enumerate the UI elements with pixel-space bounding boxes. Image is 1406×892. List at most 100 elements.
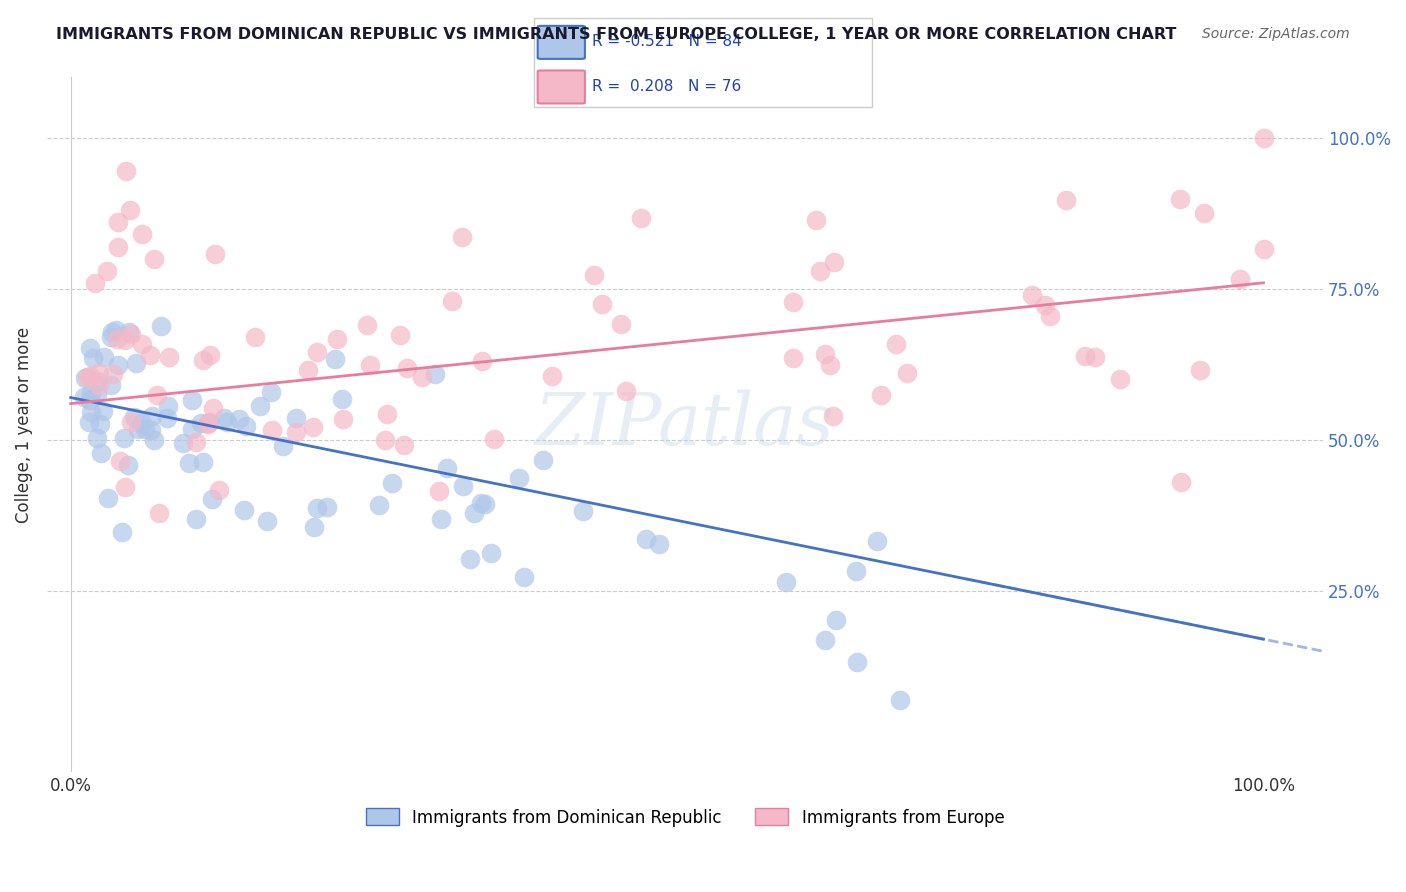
Point: [479, 546, 502, 560]
Point: [818, 358, 841, 372]
Point: [114, 480, 136, 494]
Point: [458, 552, 481, 566]
Point: [1021, 287, 1043, 301]
Point: [471, 354, 494, 368]
Point: [609, 317, 631, 331]
Point: [198, 415, 221, 429]
Point: [395, 361, 418, 376]
Point: [1192, 206, 1215, 220]
Point: [235, 418, 257, 433]
Point: [1073, 349, 1095, 363]
FancyBboxPatch shape: [537, 26, 585, 59]
Point: [191, 455, 214, 469]
Point: [127, 422, 149, 436]
Point: [482, 432, 505, 446]
Point: [297, 363, 319, 377]
Point: [451, 479, 474, 493]
Point: [260, 424, 283, 438]
Point: [808, 263, 831, 277]
Point: [89, 417, 111, 431]
Point: [114, 333, 136, 347]
Text: Source: ZipAtlas.com: Source: ZipAtlas.com: [1202, 27, 1350, 41]
Point: [141, 409, 163, 423]
Point: [533, 453, 555, 467]
Point: [143, 252, 166, 266]
Point: [89, 366, 111, 380]
Text: ZIPatlas: ZIPatlas: [536, 390, 835, 460]
Point: [91, 404, 114, 418]
Point: [121, 327, 143, 342]
Point: [100, 330, 122, 344]
Point: [782, 295, 804, 310]
Point: [249, 399, 271, 413]
Point: [138, 348, 160, 362]
Point: [316, 500, 339, 514]
Point: [80, 405, 103, 419]
Point: [112, 431, 135, 445]
Point: [76, 369, 98, 384]
Point: [821, 409, 844, 424]
Point: [184, 435, 207, 450]
Point: [190, 416, 212, 430]
Point: [143, 434, 166, 448]
Point: [79, 369, 101, 384]
Point: [356, 318, 378, 333]
Point: [75, 371, 97, 385]
Point: [804, 213, 827, 227]
Point: [103, 367, 125, 381]
Point: [451, 229, 474, 244]
Point: [79, 415, 101, 429]
Point: [131, 337, 153, 351]
Point: [79, 342, 101, 356]
Point: [120, 203, 142, 218]
Point: [814, 347, 837, 361]
Point: [184, 512, 207, 526]
Point: [381, 475, 404, 490]
Point: [614, 384, 637, 398]
Point: [436, 461, 458, 475]
Point: [323, 352, 346, 367]
Point: [1170, 475, 1192, 489]
Point: [1054, 193, 1077, 207]
Point: [332, 392, 354, 407]
Point: [427, 483, 450, 498]
Point: [814, 632, 837, 647]
Point: [1229, 272, 1251, 286]
Point: [179, 456, 201, 470]
Point: [463, 506, 485, 520]
Point: [845, 655, 868, 669]
Point: [212, 411, 235, 425]
Point: [86, 387, 108, 401]
Point: [125, 356, 148, 370]
Point: [474, 497, 496, 511]
Point: [326, 332, 349, 346]
Point: [114, 164, 136, 178]
Point: [359, 358, 381, 372]
Point: [591, 296, 613, 310]
Point: [181, 422, 204, 436]
Point: [896, 366, 918, 380]
Point: [131, 227, 153, 242]
Point: [87, 378, 110, 392]
Point: [101, 325, 124, 339]
Point: [80, 386, 103, 401]
Point: [782, 351, 804, 366]
Point: [197, 416, 219, 430]
Point: [540, 369, 562, 384]
Point: [285, 425, 308, 440]
Point: [201, 492, 224, 507]
Point: [108, 454, 131, 468]
Point: [392, 438, 415, 452]
Point: [107, 215, 129, 229]
Point: [630, 211, 652, 225]
Point: [208, 483, 231, 498]
Legend: Immigrants from Dominican Republic, Immigrants from Europe: Immigrants from Dominican Republic, Immi…: [359, 802, 1011, 833]
Point: [232, 503, 254, 517]
Point: [256, 514, 278, 528]
Point: [430, 512, 453, 526]
Point: [215, 416, 238, 430]
Point: [120, 415, 142, 429]
Point: [572, 504, 595, 518]
Point: [93, 350, 115, 364]
Point: [582, 268, 605, 282]
